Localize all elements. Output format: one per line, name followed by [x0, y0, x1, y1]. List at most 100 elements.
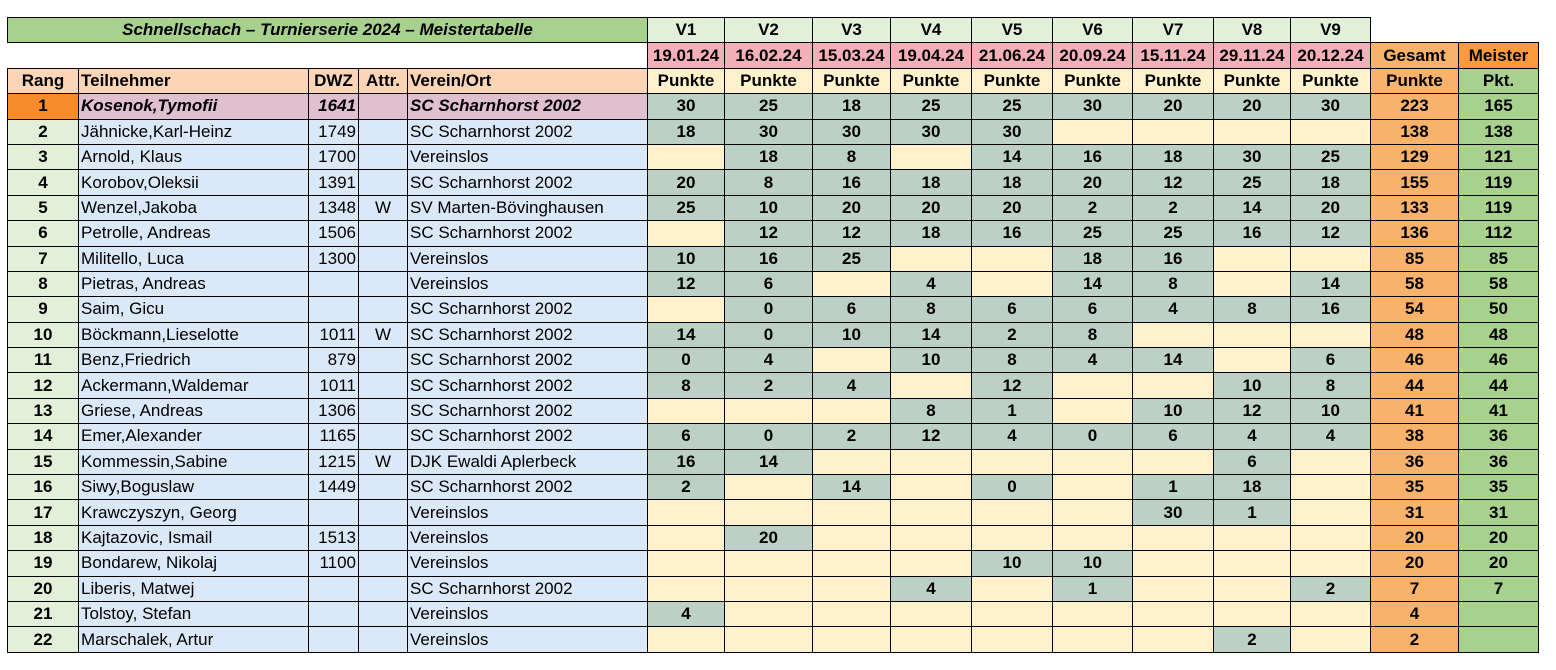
player-name-cell: Wenzel,Jakoba — [78, 194, 309, 222]
score-cell: 8 — [1052, 321, 1133, 349]
score-cell — [1052, 118, 1133, 145]
meister-cell: 36 — [1458, 448, 1539, 476]
dwz-cell: 1348 — [308, 194, 359, 222]
rank-cell: 15 — [7, 448, 79, 476]
table-row: 15 Kommessin,Sabine 1215 W DJK Ewaldi Aplerb… — [7, 448, 1539, 476]
score-cell — [1132, 321, 1214, 349]
event-date: 20.12.24 — [1290, 42, 1371, 69]
column-header-club: Verein/Ort — [407, 67, 648, 95]
score-cell: 18 — [1052, 245, 1133, 272]
score-cell: 14 — [1132, 347, 1214, 374]
total-cell: 46 — [1370, 347, 1459, 374]
table-row: 21 Tolstoy, Stefan Vereinslos 4 4 — [7, 600, 1539, 628]
score-cell: 16 — [724, 245, 813, 272]
score-cell — [1132, 524, 1214, 552]
score-cell: 30 — [812, 118, 891, 145]
score-cell — [890, 245, 972, 272]
rank-cell: 18 — [7, 524, 79, 552]
column-header-rank: Rang — [7, 67, 79, 95]
score-cell — [1213, 600, 1291, 628]
club-cell: Vereinslos — [407, 550, 648, 577]
score-cell: 18 — [812, 93, 891, 120]
score-cell — [971, 524, 1053, 552]
player-name-cell: Kajtazovic, Ismail — [78, 524, 309, 552]
rank-cell: 7 — [7, 245, 79, 272]
score-cell: 20 — [1290, 194, 1371, 222]
score-cell — [1290, 524, 1371, 552]
score-cell: 18 — [1213, 474, 1291, 501]
event-label: V9 — [1290, 16, 1371, 44]
score-cell: 2 — [724, 372, 813, 399]
event-label: V1 — [647, 16, 725, 44]
dwz-cell: 1300 — [308, 245, 359, 272]
points-header: Punkte — [1290, 67, 1371, 95]
dwz-cell: 1449 — [308, 474, 359, 501]
club-cell: SC Scharnhorst 2002 — [407, 347, 648, 374]
score-cell: 2 — [1290, 575, 1371, 602]
total-cell: 138 — [1370, 118, 1459, 145]
club-cell: SC Scharnhorst 2002 — [407, 321, 648, 349]
score-cell: 25 — [1290, 143, 1371, 171]
score-cell: 8 — [971, 347, 1053, 374]
attr-cell — [358, 347, 408, 374]
score-cell — [647, 575, 725, 602]
attr-cell: W — [358, 321, 408, 349]
score-cell — [1290, 321, 1371, 349]
score-cell — [647, 626, 725, 653]
score-cell — [1052, 397, 1133, 425]
score-cell: 10 — [812, 321, 891, 349]
score-cell: 30 — [1290, 93, 1371, 120]
score-cell — [1213, 575, 1291, 602]
club-cell: SC Scharnhorst 2002 — [407, 372, 648, 399]
player-name-cell: Böckmann,Lieselotte — [78, 321, 309, 349]
meister-cell: 20 — [1458, 524, 1539, 552]
player-name-cell: Marschalek, Artur — [78, 626, 309, 653]
score-cell — [1132, 448, 1214, 476]
table-row: 11 Benz,Friedrich 879 SC Scharnhorst 2002 0 4… — [7, 347, 1539, 374]
rank-cell: 13 — [7, 397, 79, 425]
dwz-cell: 1513 — [308, 524, 359, 552]
score-cell — [647, 143, 725, 171]
meister-cell: 35 — [1458, 474, 1539, 501]
score-cell: 12 — [812, 220, 891, 247]
score-cell: 0 — [971, 474, 1053, 501]
table-row: 1 Kosenok,Tymofii 1641 SC Scharnhorst 2002 3… — [7, 93, 1539, 120]
score-cell: 10 — [1132, 397, 1214, 425]
score-cell — [1290, 118, 1371, 145]
score-cell — [1213, 118, 1291, 145]
score-cell: 2 — [1052, 194, 1133, 222]
meister-cell: 138 — [1458, 118, 1539, 145]
attr-cell — [358, 423, 408, 450]
score-cell: 25 — [647, 194, 725, 222]
score-cell: 14 — [724, 448, 813, 476]
club-cell: SC Scharnhorst 2002 — [407, 220, 648, 247]
score-cell: 16 — [1290, 296, 1371, 323]
score-cell: 12 — [724, 220, 813, 247]
score-cell — [1213, 550, 1291, 577]
table-row: 6 Petrolle, Andreas 1506 SC Scharnhorst 200… — [7, 220, 1539, 247]
rank-cell: 10 — [7, 321, 79, 349]
event-label: V6 — [1052, 16, 1133, 44]
points-header: Punkte — [971, 67, 1053, 95]
score-cell — [647, 220, 725, 247]
score-cell: 20 — [890, 194, 972, 222]
score-cell: 25 — [1052, 220, 1133, 247]
club-cell: SC Scharnhorst 2002 — [407, 397, 648, 425]
player-name-cell: Militello, Luca — [78, 245, 309, 272]
score-cell: 0 — [724, 296, 813, 323]
score-cell: 2 — [647, 474, 725, 501]
total-cell: 20 — [1370, 550, 1459, 577]
column-header-dwz: DWZ — [308, 67, 359, 95]
event-date: 15.03.24 — [812, 42, 891, 69]
score-cell: 1 — [1052, 575, 1133, 602]
score-cell: 10 — [1213, 372, 1291, 399]
table-row: 20 Liberis, Matwej SC Scharnhorst 2002 4 1 2 7… — [7, 575, 1539, 602]
score-cell — [1132, 626, 1214, 653]
score-cell: 0 — [647, 347, 725, 374]
score-cell — [1213, 524, 1291, 552]
total-cell: 54 — [1370, 296, 1459, 323]
attr-cell — [358, 524, 408, 552]
score-cell — [890, 524, 972, 552]
total-cell: 136 — [1370, 220, 1459, 247]
score-cell: 20 — [971, 194, 1053, 222]
